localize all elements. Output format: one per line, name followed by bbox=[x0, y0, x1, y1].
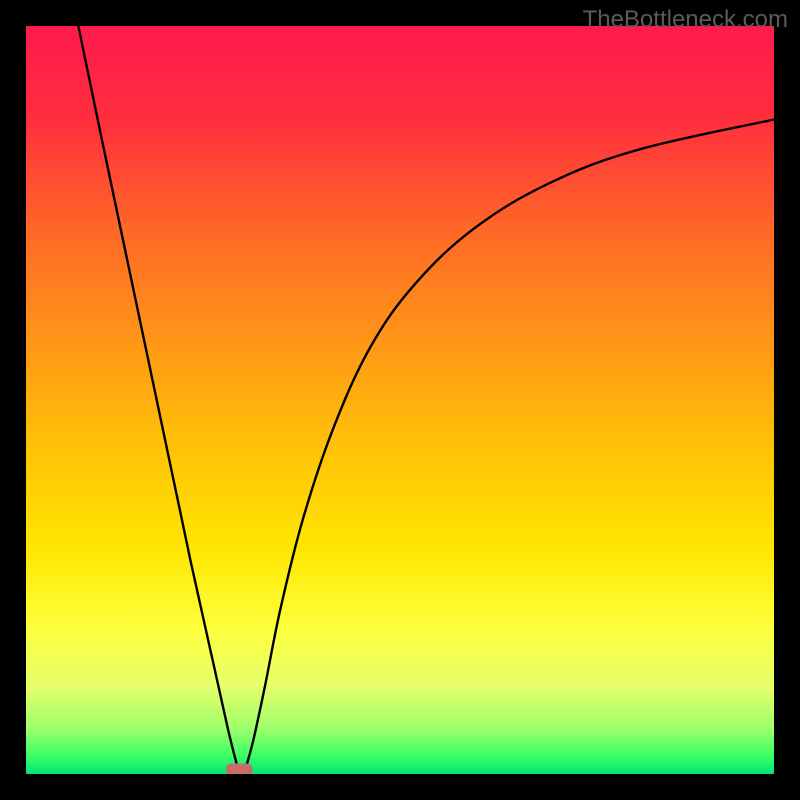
minimum-marker bbox=[226, 764, 253, 776]
chart-frame: TheBottleneck.com bbox=[0, 0, 800, 800]
gradient-background bbox=[26, 26, 774, 774]
bottleneck-chart bbox=[0, 0, 800, 800]
